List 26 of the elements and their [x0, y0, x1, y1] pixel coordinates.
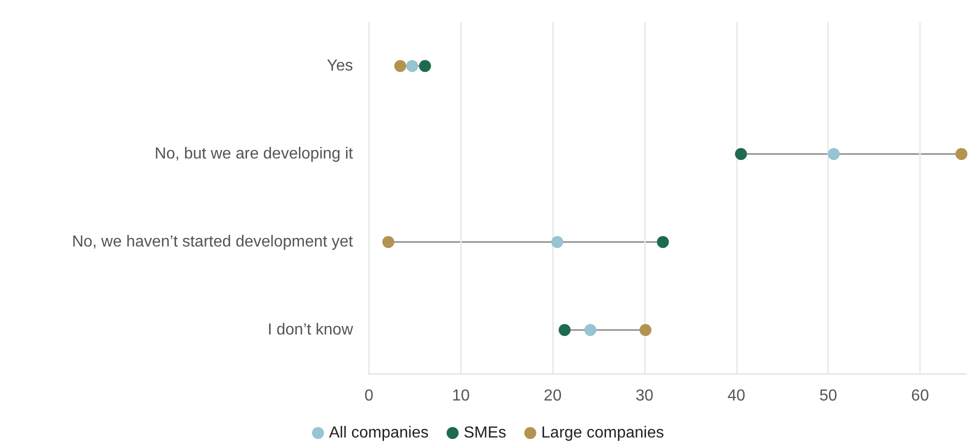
point [394, 60, 406, 72]
point [656, 236, 669, 248]
legend-label: SMEs [464, 424, 506, 442]
x-tick-label: 40 [727, 388, 746, 404]
y-tick-label: Yes [326, 58, 353, 74]
point [551, 236, 564, 248]
x-tick-label: 10 [452, 388, 470, 404]
point [382, 236, 394, 248]
point [828, 148, 840, 160]
legend-label: Large companies [541, 424, 664, 442]
point [734, 148, 747, 160]
x-tick-label: 20 [544, 388, 562, 404]
point [639, 324, 652, 336]
y-tick-label: I don’t know [268, 322, 354, 338]
point [558, 324, 571, 336]
x-tick-label: 50 [819, 388, 838, 404]
point [955, 148, 968, 160]
y-tick-label: No, but we are developing it [154, 146, 354, 162]
x-tick-label: 60 [911, 388, 930, 404]
x-tick-label: 0 [364, 388, 374, 404]
point [419, 60, 432, 72]
point [584, 324, 596, 336]
x-tick-label: 30 [636, 388, 654, 404]
point [406, 60, 418, 72]
y-tick-label: No, we haven’t started development yet [72, 234, 354, 250]
legend-label: All companies [328, 424, 429, 442]
